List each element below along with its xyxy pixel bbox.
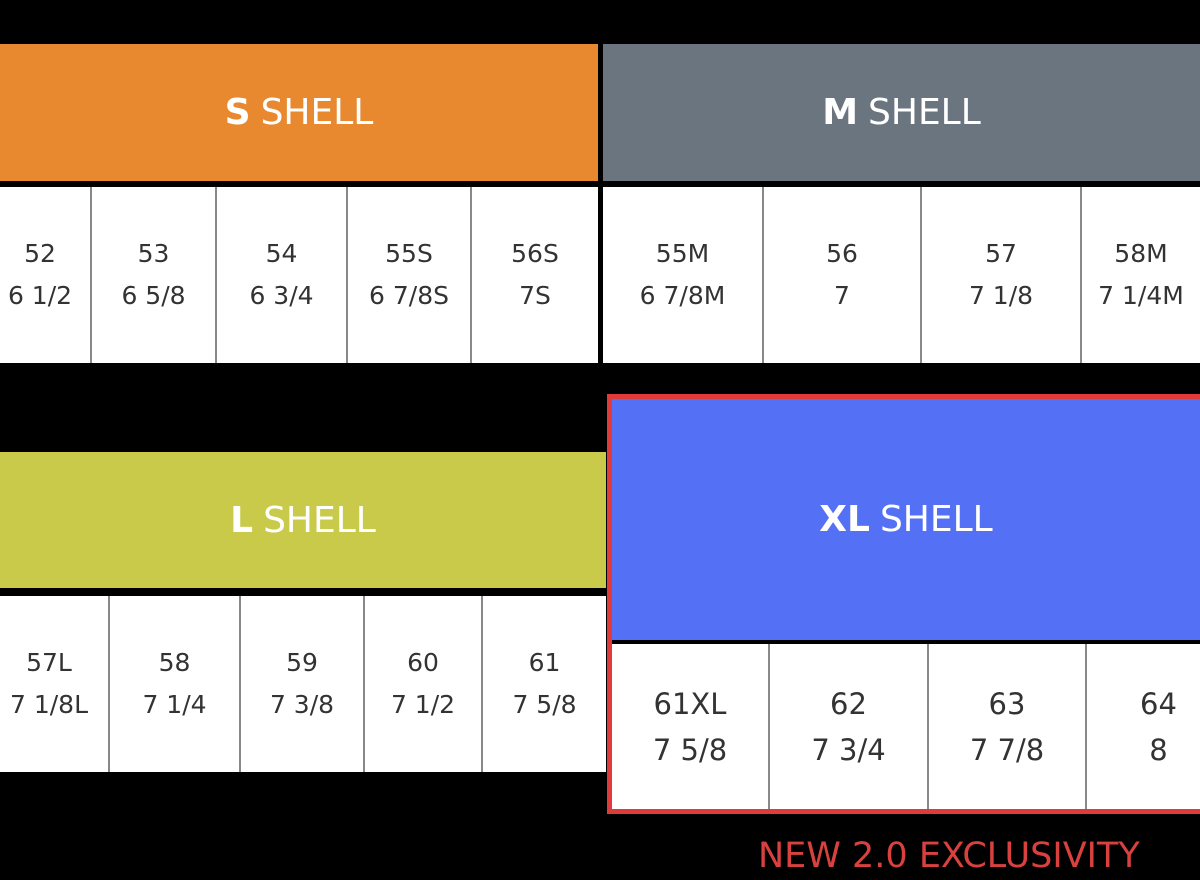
hat-size: 7 1/4 (142, 690, 207, 719)
size-cell: 58M 7 1/4M (1080, 187, 1200, 363)
shell-size: XL (819, 499, 870, 540)
hat-size: 7 3/8 (269, 690, 335, 719)
head-size-cm: 64 (1140, 686, 1177, 721)
hat-size: 7 5/8 (512, 690, 577, 719)
size-cell: 61 7 5/8 (481, 596, 606, 772)
hat-size: 7 1/2 (390, 690, 456, 719)
hat-size: 7 (834, 281, 850, 310)
head-size-cm: 62 (830, 686, 867, 721)
size-cell: 63 7 7/8 (927, 644, 1085, 809)
size-cell: 57L 7 1/8L (0, 596, 108, 772)
hat-size: 6 5/8 (121, 281, 186, 310)
head-size-cm: 61XL (653, 686, 727, 721)
head-size-cm: 54 (265, 239, 298, 268)
shell-header: M SHELL (603, 44, 1200, 181)
size-cell: 62 7 3/4 (768, 644, 927, 809)
head-size-cm: 56 (826, 239, 858, 268)
head-size-cm: 59 (286, 648, 318, 677)
shell-header: L SHELL (0, 452, 606, 588)
head-size-cm: 52 (24, 239, 56, 268)
exclusivity-note: NEW 2.0 EXCLUSIVITY (758, 836, 1140, 876)
head-size-cm: 60 (407, 648, 439, 677)
shell-label: SHELL (879, 499, 993, 540)
xl-frame (607, 394, 1200, 814)
head-size-cm: 57 (985, 239, 1017, 268)
hat-size: 7 1/8L (9, 690, 88, 719)
size-cell: 56 7 (762, 187, 920, 363)
head-size-cm: 63 (988, 686, 1026, 721)
size-cell: 58 7 1/4 (108, 596, 239, 772)
shell-header: S SHELL (0, 44, 598, 181)
size-cell: 57 7 1/8 (920, 187, 1080, 363)
shell-label: SHELL (260, 92, 374, 133)
shell-label: SHELL (868, 92, 981, 133)
hat-size: 6 3/4 (249, 281, 314, 310)
shell-size: M (822, 92, 859, 133)
size-cell: 61XL 7 5/8 (612, 644, 768, 809)
head-size-cm: 55S (385, 239, 433, 268)
shell-size: L (230, 499, 254, 541)
hat-size: 7 1/4M (1098, 281, 1184, 310)
size-cell: 52 6 1/2 (0, 187, 90, 363)
size-cell: 56S 7S (470, 187, 598, 363)
hat-size: 7 1/8 (968, 281, 1034, 310)
size-cell: 54 6 3/4 (215, 187, 346, 363)
head-size-cm: 55M (655, 239, 710, 268)
hat-size: 7 3/4 (811, 732, 886, 767)
hat-size: 7 5/8 (652, 732, 728, 767)
size-cell: 53 6 5/8 (90, 187, 215, 363)
hat-size: 8 (1149, 732, 1168, 767)
shell-header: XL SHELL (612, 399, 1200, 640)
hat-size: 6 7/8M (639, 281, 726, 310)
hat-size: 7S (519, 281, 551, 310)
hat-size: 6 1/2 (7, 281, 73, 310)
head-size-cm: 57L (26, 648, 72, 677)
hat-size: 7 7/8 (969, 732, 1045, 767)
head-size-cm: 53 (137, 239, 170, 268)
size-cell: 55S 6 7/8S (346, 187, 470, 363)
head-size-cm: 58M (1114, 239, 1168, 268)
head-size-cm: 61 (528, 648, 561, 677)
size-cell: 55M 6 7/8M (603, 187, 762, 363)
shell-size: S (224, 92, 251, 133)
head-size-cm: 56S (511, 239, 559, 268)
head-size-cm: 58 (158, 648, 191, 677)
size-cell: 59 7 3/8 (239, 596, 363, 772)
size-cell: 60 7 1/2 (363, 596, 481, 772)
size-cell: 64 8 (1085, 644, 1200, 809)
shell-label: SHELL (263, 499, 376, 541)
hat-size: 6 7/8S (369, 281, 449, 310)
